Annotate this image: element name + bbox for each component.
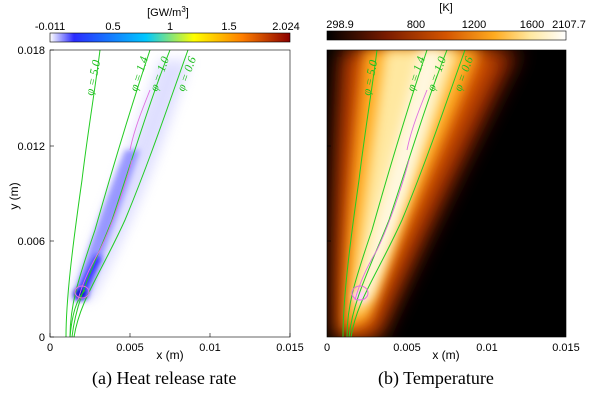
- temp-colorbar: [326, 30, 567, 41]
- hrr-colorbar-tick: 2.024: [272, 21, 300, 33]
- hrr-flame-base-isoline: [74, 285, 90, 299]
- hrr-colorbar: [49, 32, 291, 43]
- temp-colorbar-tick: 1200: [462, 19, 486, 31]
- panel-temperature: [K] 298.9 800 1200 1600 2107.7 φ = 5.0 φ…: [324, 2, 586, 362]
- temp-magenta-isoline: [354, 89, 428, 301]
- temp-colorbar-tick: 1600: [520, 19, 544, 31]
- hrr-colorbar-tick: 0.5: [105, 21, 120, 33]
- hrr-equivalence-contours: [65, 50, 189, 337]
- temp-x-ticks: [327, 145, 331, 242]
- temp-colorbar-tick: 298.9: [326, 19, 354, 31]
- hrr-x-axis-label: x (m): [156, 348, 183, 362]
- temp-plot-frame: [326, 49, 567, 338]
- hrr-y-ticks: [49, 49, 291, 338]
- temp-flame-base-isoline: [351, 285, 369, 301]
- temp-equivalence-contours: [342, 50, 466, 337]
- hrr-y-tick-label: 0.018: [17, 45, 45, 57]
- panel-heat-release-rate: [GW/m3] -0.011 0.5 1 1.5 2.024: [7, 5, 304, 362]
- hrr-y-tick-label: 0: [39, 332, 45, 344]
- temp-x-tick-label: 0.01: [476, 342, 497, 354]
- hrr-x-tick-label: 0.005: [116, 342, 144, 354]
- hrr-x-tick-label: 0: [47, 342, 53, 354]
- hrr-x-tick-label: 0.01: [199, 342, 220, 354]
- hrr-magenta-isoline: [77, 89, 151, 301]
- temp-colorbar-unit: [K]: [439, 2, 452, 14]
- hrr-colorbar-tick: -0.011: [35, 21, 65, 33]
- hrr-colorbar-tick: 1: [167, 21, 173, 33]
- temp-colorbar-tick: 800: [407, 19, 425, 31]
- caption-heat-release-rate: (a) Heat release rate: [92, 368, 237, 388]
- temp-x-tick-label: 0.015: [552, 342, 580, 354]
- temp-x-tick-label: 0.005: [393, 342, 421, 354]
- hrr-y-tick-label: 0.012: [17, 141, 45, 153]
- hrr-colorbar-tick: 1.5: [221, 21, 236, 33]
- temp-field: φ = 5.0 φ = 1.4 φ = 1.0 φ = 0.6: [334, 50, 520, 337]
- temp-x-tick-label: 0: [324, 342, 330, 354]
- hrr-y-tick-label: 0.006: [17, 236, 45, 248]
- hrr-y-axis-label: y (m): [7, 182, 21, 209]
- temp-x-axis-label: x (m): [432, 348, 459, 362]
- temp-colorbar-tick: 2107.7: [552, 19, 586, 31]
- hrr-colorbar-unit: [GW/m3]: [147, 5, 189, 19]
- caption-temperature: (b) Temperature: [378, 368, 494, 388]
- hrr-field: φ = 5.0 φ = 1.4 φ = 1.0 φ = 0.6: [65, 50, 199, 337]
- hrr-x-tick-label: 0.015: [276, 342, 304, 354]
- hrr-plot-frame: [49, 49, 291, 338]
